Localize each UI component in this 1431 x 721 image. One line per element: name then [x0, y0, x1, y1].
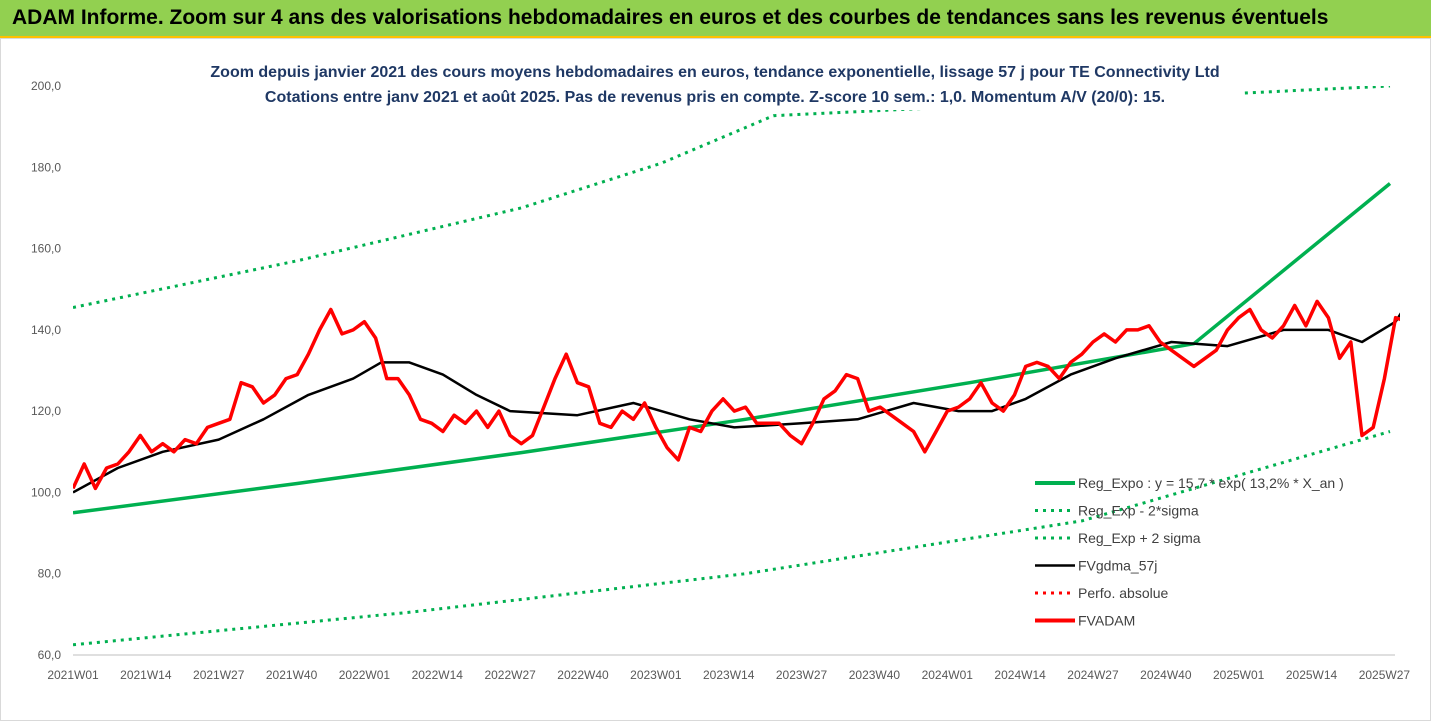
y-tick-label: 180,0: [31, 160, 61, 174]
x-tick-label: 2025W14: [1286, 668, 1338, 682]
x-tick-label: 2023W14: [703, 668, 755, 682]
x-tick-label: 2021W14: [120, 668, 172, 682]
x-tick-label: 2024W27: [1067, 668, 1119, 682]
x-tick-label: 2023W27: [776, 668, 828, 682]
banner-title: ADAM Informe. Zoom sur 4 ans des valoris…: [12, 6, 1329, 29]
legend-label-3: FVgdma_57j: [1078, 558, 1157, 574]
y-tick-label: 160,0: [31, 242, 61, 256]
x-tick-label: 2024W01: [922, 668, 974, 682]
x-tick-label: 2021W40: [266, 668, 318, 682]
x-tick-label: 2022W14: [412, 668, 464, 682]
series-line-3: [73, 312, 1400, 494]
y-tick-label: 200,0: [31, 79, 61, 93]
legend-label-5: FVADAM: [1078, 613, 1135, 629]
x-tick-label: 2022W27: [484, 668, 536, 682]
series-line-2: [73, 86, 1391, 309]
x-tick-label: 2025W01: [1213, 668, 1265, 682]
series-line-0: [73, 182, 1392, 515]
x-tick-label: 2025W27: [1359, 668, 1411, 682]
x-tick-label: 2023W01: [630, 668, 682, 682]
legend-label-2: Reg_Exp + 2 sigma: [1078, 530, 1201, 546]
series-line-5: [73, 299, 1400, 491]
x-tick-label: 2021W01: [47, 668, 99, 682]
y-tick-label: 80,0: [38, 567, 62, 581]
legend-label-1: Reg_Exp - 2*sigma: [1078, 503, 1199, 519]
y-tick-label: 60,0: [38, 648, 62, 662]
chart-title: Zoom depuis janvier 2021 des cours moyen…: [190, 60, 1240, 110]
y-tick-label: 100,0: [31, 485, 61, 499]
series-line-1: [73, 430, 1391, 647]
y-tick-label: 140,0: [31, 323, 61, 337]
y-tick-label: 120,0: [31, 404, 61, 418]
x-tick-label: 2023W40: [849, 668, 901, 682]
x-tick-label: 2022W01: [339, 668, 391, 682]
legend-label-4: Perfo. absolue: [1078, 585, 1168, 601]
x-tick-label: 2024W14: [994, 668, 1046, 682]
legend-label-0: Reg_Expo : y = 15,7 * exp( 13,2% * X_an …: [1078, 475, 1344, 491]
x-tick-label: 2024W40: [1140, 668, 1192, 682]
x-tick-label: 2021W27: [193, 668, 245, 682]
chart-title-line-1: Zoom depuis janvier 2021 des cours moyen…: [210, 64, 1220, 81]
chart-title-line-2: Cotations entre janv 2021 et août 2025. …: [264, 89, 1166, 106]
page-banner: ADAM Informe. Zoom sur 4 ans des valoris…: [0, 0, 1431, 38]
x-tick-label: 2022W40: [557, 668, 609, 682]
